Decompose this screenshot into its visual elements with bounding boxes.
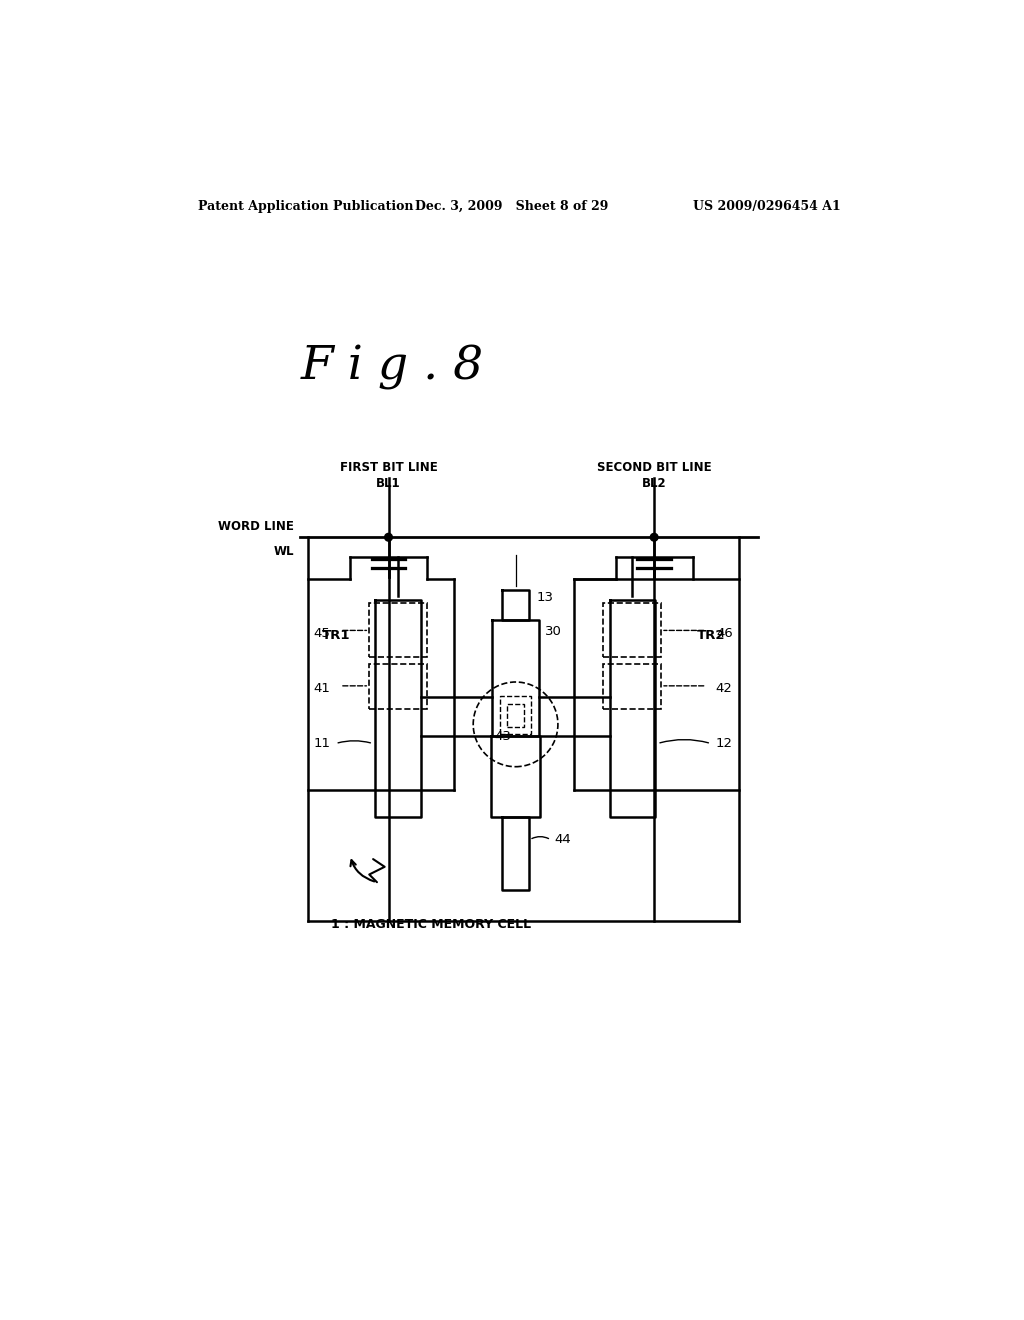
Text: Dec. 3, 2009   Sheet 8 of 29: Dec. 3, 2009 Sheet 8 of 29	[416, 199, 609, 213]
Text: 43: 43	[495, 730, 512, 743]
Bar	[507, 704, 524, 726]
Circle shape	[385, 533, 392, 541]
Bar	[500, 696, 531, 734]
Text: 1 : MAGNETIC MEMORY CELL: 1 : MAGNETIC MEMORY CELL	[331, 917, 530, 931]
Text: TR1: TR1	[322, 630, 350, 643]
Text: 13: 13	[537, 591, 553, 603]
Text: 44: 44	[554, 833, 570, 846]
Text: BL2: BL2	[642, 478, 667, 490]
Text: 12: 12	[716, 737, 733, 750]
Text: SECOND BIT LINE: SECOND BIT LINE	[597, 461, 712, 474]
Text: 30: 30	[545, 626, 562, 639]
Text: BL1: BL1	[376, 478, 400, 490]
Bar	[370, 603, 427, 657]
Text: F i g . 8: F i g . 8	[301, 346, 484, 391]
Bar	[370, 664, 427, 709]
Text: 11: 11	[313, 737, 331, 750]
Text: TR2: TR2	[696, 630, 725, 643]
Text: WORD LINE: WORD LINE	[218, 520, 294, 533]
Text: 42: 42	[716, 682, 733, 696]
Text: US 2009/0296454 A1: US 2009/0296454 A1	[692, 199, 841, 213]
Text: 46: 46	[716, 627, 733, 640]
Text: FIRST BIT LINE: FIRST BIT LINE	[340, 461, 437, 474]
Text: 41: 41	[313, 682, 331, 696]
Bar	[603, 603, 662, 657]
Bar	[603, 664, 662, 709]
Text: WL: WL	[273, 545, 294, 558]
Text: 45: 45	[313, 627, 331, 640]
Text: Patent Application Publication: Patent Application Publication	[199, 199, 414, 213]
Circle shape	[650, 533, 658, 541]
